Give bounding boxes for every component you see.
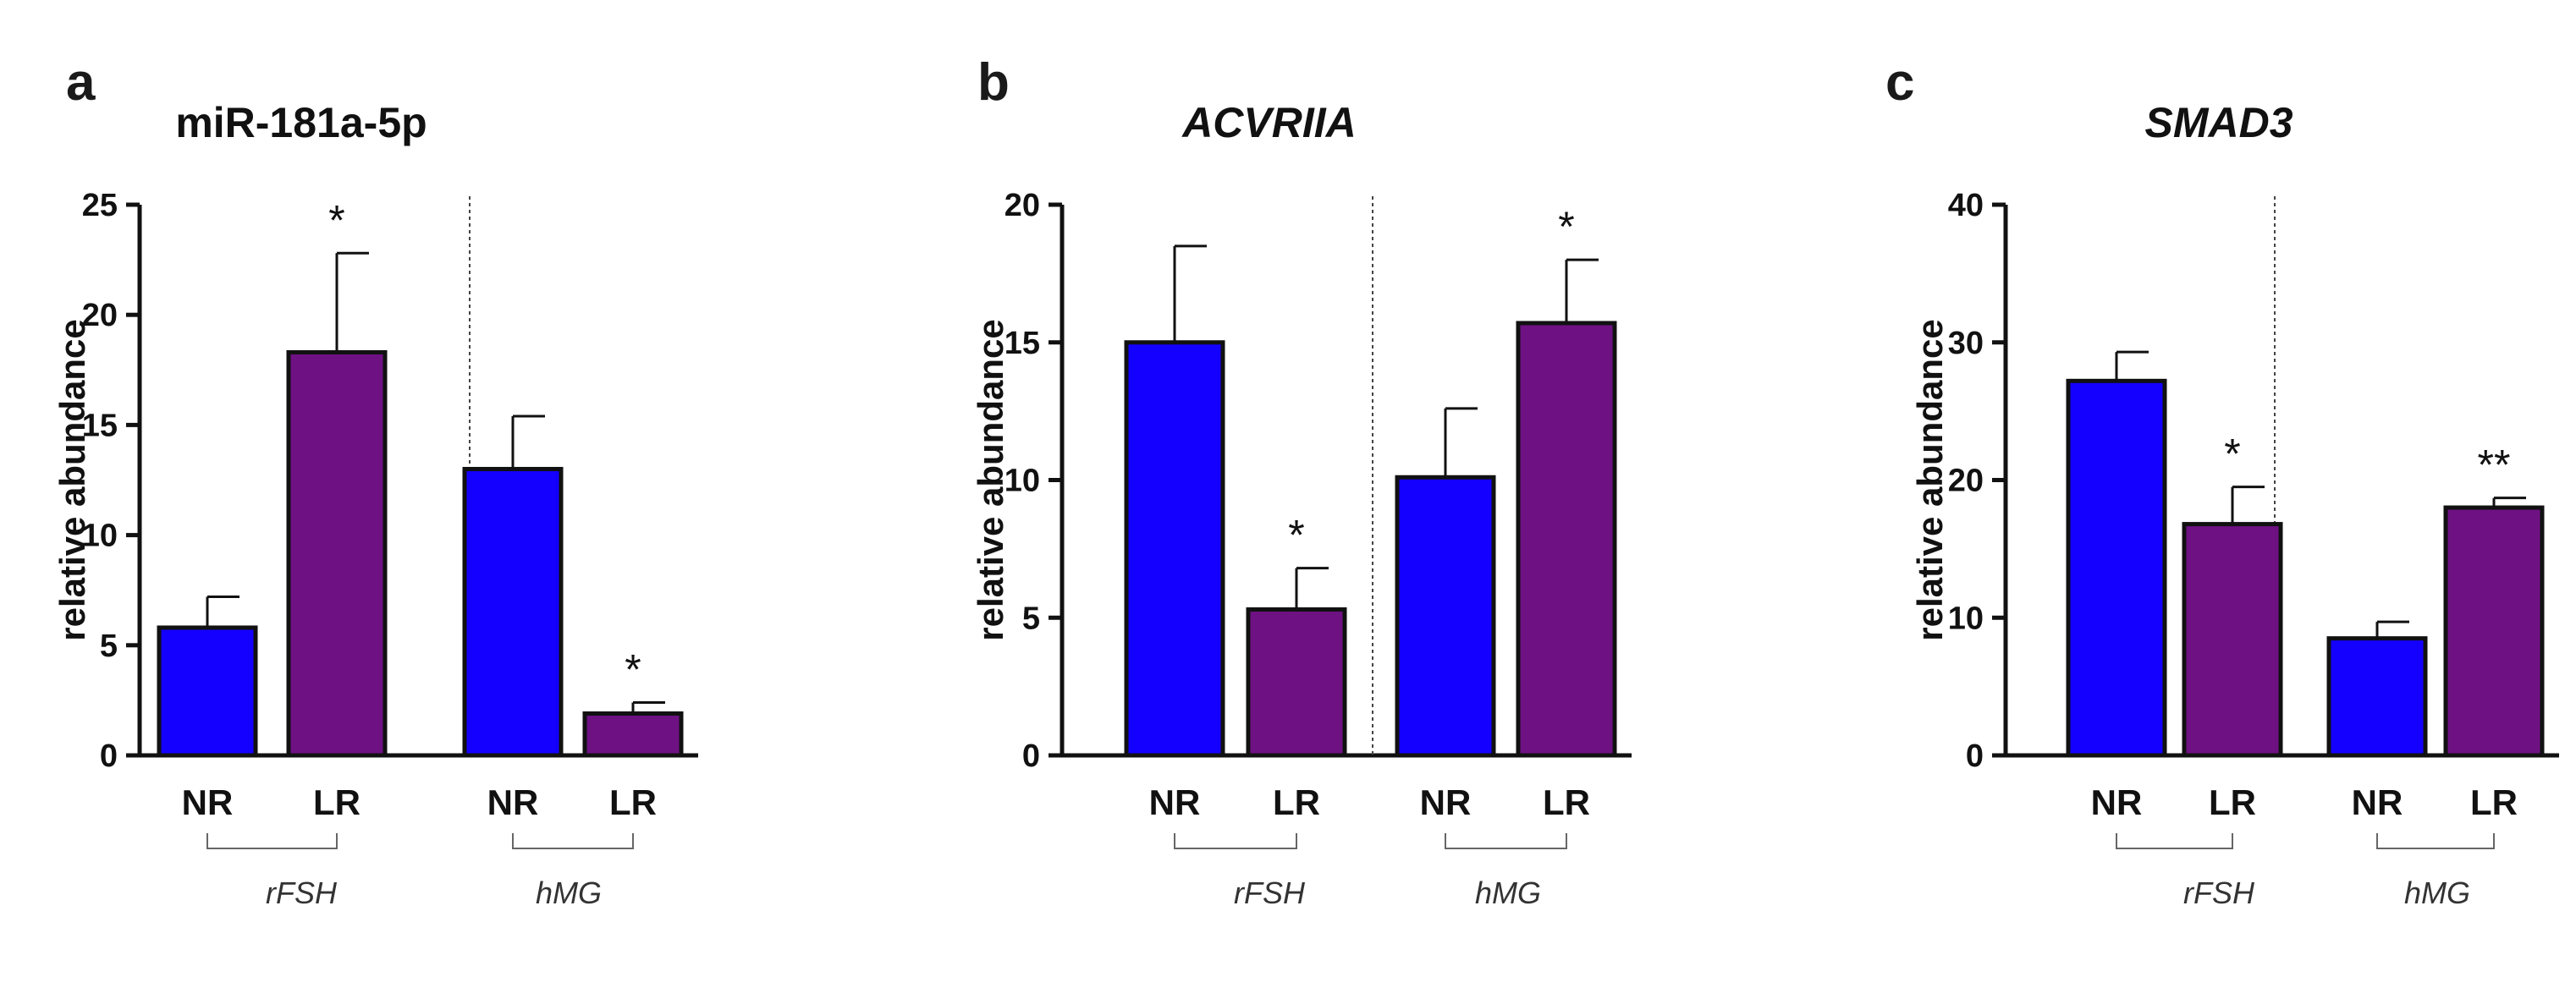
chart-title-b: ACVRIIA — [1181, 99, 1357, 146]
y-tick-label-a-15: 15 — [82, 408, 118, 443]
group-bracket-a-0 — [206, 833, 338, 849]
y-tick-label-c-20: 20 — [1948, 464, 1984, 499]
bar-b-0 — [1124, 340, 1225, 758]
bar-a-0 — [157, 625, 258, 758]
y-tick-label-c-0: 0 — [1966, 738, 1984, 774]
category-label-b-1: LR — [1273, 782, 1320, 822]
y-tick-label-a-10: 10 — [82, 519, 118, 554]
significance-a-1: * — [328, 196, 344, 244]
y-tick-label-b-20: 20 — [1005, 188, 1040, 223]
category-label-c-1: LR — [2209, 782, 2256, 822]
y-axis-label-c: relative abundance — [1910, 319, 1950, 640]
y-tick-label-a-20: 20 — [82, 298, 118, 333]
group-bracket-c-0 — [2116, 833, 2233, 849]
y-axis-label-b: relative abundance — [971, 319, 1010, 640]
bar-c-3 — [2443, 505, 2545, 758]
category-label-c-3: LR — [2470, 782, 2518, 822]
y-tick-label-b-5: 5 — [1022, 601, 1040, 636]
category-label-b-2: NR — [1420, 782, 1472, 822]
y-tick-label-a-25: 25 — [82, 188, 118, 223]
category-label-b-0: NR — [1149, 782, 1201, 822]
chart-title-c: SMAD3 — [2144, 99, 2293, 146]
group-label-a-0: rFSH — [266, 875, 338, 910]
significance-b-1: * — [1288, 512, 1304, 559]
group-bracket-c-1 — [2376, 833, 2495, 849]
category-label-a-1: LR — [313, 782, 361, 822]
bar-b-3 — [1516, 321, 1617, 758]
y-tick-label-b-10: 10 — [1005, 464, 1040, 499]
significance-c-1: * — [2224, 431, 2240, 478]
panel-letter-b: b — [977, 53, 1010, 112]
y-tick-label-a-0: 0 — [100, 738, 118, 774]
y-axis-label-a: relative abundance — [52, 319, 92, 640]
bar-b-1 — [1246, 607, 1347, 758]
group-label-c-0: rFSH — [2183, 875, 2255, 910]
chart-title-a: miR-181a-5p — [175, 99, 427, 146]
bar-b-2 — [1395, 475, 1496, 758]
category-label-a-3: LR — [609, 782, 657, 822]
y-tick-label-b-0: 0 — [1022, 738, 1040, 774]
significance-a-3: * — [625, 646, 641, 694]
bar-a-3 — [582, 711, 684, 758]
bar-c-0 — [2066, 378, 2167, 758]
bar-c-1 — [2182, 522, 2283, 758]
bar-a-2 — [462, 466, 564, 758]
group-label-c-1: hMG — [2404, 875, 2470, 910]
category-label-a-2: NR — [487, 782, 539, 822]
group-label-b-0: rFSH — [1234, 875, 1306, 910]
panel-letter-c: c — [1885, 53, 1914, 112]
bar-a-1 — [286, 349, 388, 758]
category-label-a-0: NR — [182, 782, 234, 822]
y-tick-label-a-5: 5 — [100, 628, 118, 664]
group-label-b-1: hMG — [1475, 875, 1541, 910]
bar-c-2 — [2326, 636, 2428, 758]
significance-c-3: ** — [2478, 442, 2511, 489]
y-tick-label-c-30: 30 — [1948, 326, 1984, 361]
category-label-c-0: NR — [2091, 782, 2143, 822]
group-label-a-1: hMG — [536, 875, 602, 910]
significance-b-3: * — [1558, 203, 1574, 250]
category-label-b-3: LR — [1543, 782, 1590, 822]
y-tick-label-c-40: 40 — [1948, 188, 1984, 223]
group-bracket-b-1 — [1445, 833, 1567, 849]
panel-letter-a: a — [66, 53, 96, 112]
category-label-c-2: NR — [2352, 782, 2403, 822]
group-bracket-a-1 — [512, 833, 634, 849]
y-tick-label-b-15: 15 — [1005, 326, 1040, 361]
y-tick-label-c-10: 10 — [1948, 601, 1984, 636]
group-bracket-b-0 — [1174, 833, 1297, 849]
